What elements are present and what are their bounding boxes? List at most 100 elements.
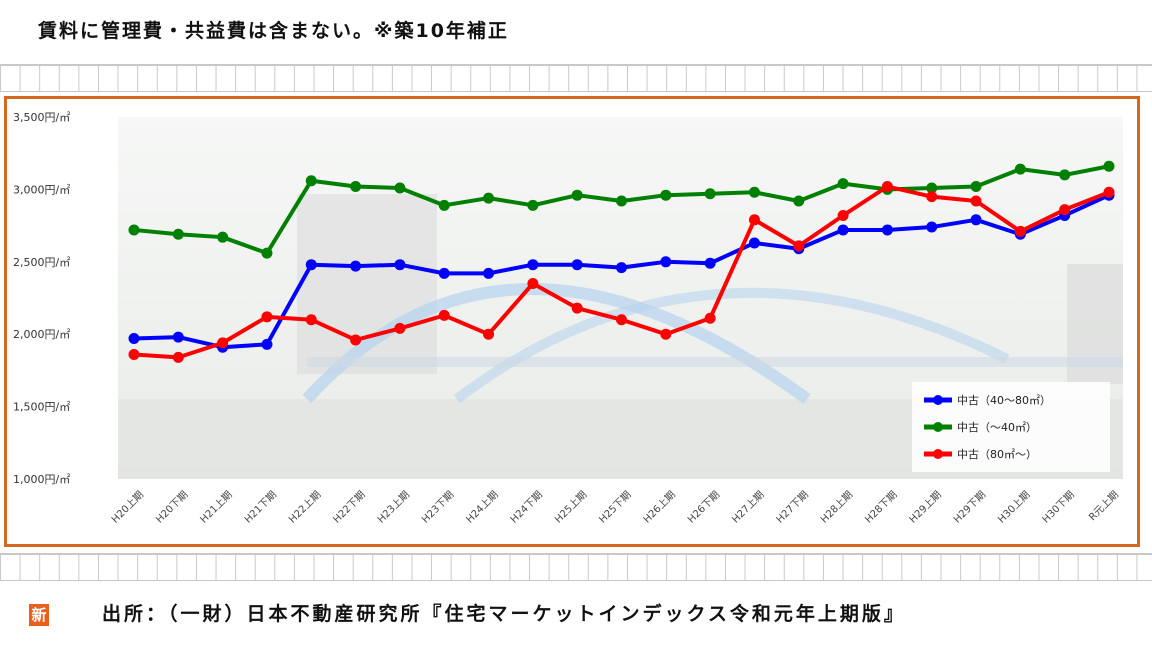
data-point bbox=[837, 224, 849, 236]
data-point bbox=[571, 302, 583, 314]
y-axis: 3,500円/㎡ 3,000円/㎡ 2,500円/㎡ 2,000円/㎡ 1,500円/㎡… bbox=[13, 111, 70, 486]
x-tick-label: H28上期 bbox=[818, 489, 855, 526]
chart-frame: 3,500円/㎡ 3,000円/㎡ 2,500円/㎡ 2,000円/㎡ 1,500円/㎡… bbox=[4, 96, 1140, 626]
legend-label: 中古（40～80㎡） bbox=[957, 394, 1051, 407]
data-point bbox=[704, 257, 716, 269]
y-tick-label: 2,500円/㎡ bbox=[13, 256, 70, 269]
x-axis: H20上期 H20下期 H21上期 H21下期 H22上期 H22下期 H23上期 H23下期… bbox=[109, 489, 1121, 526]
data-point bbox=[305, 314, 317, 326]
data-point bbox=[881, 224, 893, 236]
data-point bbox=[305, 175, 317, 187]
data-point bbox=[970, 181, 982, 193]
x-tick-label: H23上期 bbox=[375, 489, 412, 526]
data-point bbox=[128, 348, 140, 360]
legend-marker bbox=[933, 449, 943, 459]
x-tick-label: H27下期 bbox=[774, 489, 811, 526]
x-tick-label: H22下期 bbox=[331, 489, 368, 526]
source-caption: 出所：（一財）日本不動産研究所『住宅マーケットインデックス令和元年上期版』 bbox=[102, 603, 906, 625]
data-point bbox=[1014, 225, 1026, 237]
header-caption: 賃料に管理費・共益費は含まない。※築10年補正 bbox=[38, 20, 509, 42]
data-point bbox=[970, 214, 982, 226]
x-tick-label: H20下期 bbox=[153, 489, 190, 526]
x-tick-label: H24上期 bbox=[464, 489, 501, 526]
legend-label: 中古（～40㎡） bbox=[957, 421, 1037, 434]
data-point bbox=[172, 351, 184, 363]
x-tick-label: H24下期 bbox=[508, 489, 545, 526]
data-point bbox=[438, 267, 450, 279]
data-point bbox=[128, 333, 140, 345]
x-tick-label: H25下期 bbox=[597, 489, 634, 526]
data-point bbox=[438, 199, 450, 211]
x-tick-label: H20上期 bbox=[109, 489, 146, 526]
data-point bbox=[394, 182, 406, 194]
data-point bbox=[261, 338, 273, 350]
data-point bbox=[350, 334, 362, 346]
x-tick-label: H21上期 bbox=[198, 489, 235, 526]
data-point bbox=[483, 328, 495, 340]
data-point bbox=[793, 240, 805, 252]
data-point bbox=[571, 259, 583, 271]
data-point bbox=[926, 182, 938, 194]
data-point bbox=[704, 188, 716, 200]
data-point bbox=[970, 195, 982, 207]
x-tick-label: H30下期 bbox=[1040, 489, 1077, 526]
data-point bbox=[350, 181, 362, 193]
data-point bbox=[837, 209, 849, 221]
data-point bbox=[881, 181, 893, 193]
data-point bbox=[527, 259, 539, 271]
y-tick-label: 1,500円/㎡ bbox=[13, 401, 70, 414]
data-point bbox=[748, 214, 760, 226]
data-point bbox=[305, 259, 317, 271]
data-point bbox=[704, 312, 716, 324]
data-point bbox=[217, 337, 229, 349]
plot-area bbox=[128, 160, 1115, 363]
y-tick-label: 3,000円/㎡ bbox=[13, 183, 70, 196]
data-point bbox=[350, 260, 362, 272]
data-point bbox=[660, 256, 672, 268]
data-point bbox=[261, 247, 273, 259]
data-point bbox=[1014, 163, 1026, 175]
data-point bbox=[793, 195, 805, 207]
data-point bbox=[748, 237, 760, 249]
data-point bbox=[261, 311, 273, 323]
data-point bbox=[1059, 204, 1071, 216]
data-point bbox=[926, 191, 938, 203]
data-point bbox=[483, 192, 495, 204]
data-point bbox=[571, 189, 583, 201]
x-tick-label: H23下期 bbox=[419, 489, 456, 526]
data-point bbox=[837, 178, 849, 190]
line-chart: 3,500円/㎡ 3,000円/㎡ 2,500円/㎡ 2,000円/㎡ 1,500円/㎡… bbox=[13, 111, 1123, 526]
data-point bbox=[1059, 169, 1071, 181]
y-tick-label: 3,500円/㎡ bbox=[13, 111, 70, 124]
background-photo bbox=[118, 117, 1123, 479]
legend-marker bbox=[933, 395, 943, 405]
data-point bbox=[527, 278, 539, 290]
data-point bbox=[1103, 160, 1115, 172]
data-point bbox=[394, 322, 406, 334]
data-point bbox=[660, 189, 672, 201]
data-point bbox=[438, 309, 450, 321]
data-point bbox=[217, 231, 229, 243]
data-point bbox=[172, 331, 184, 343]
data-point bbox=[394, 259, 406, 271]
x-tick-label: H26下期 bbox=[685, 489, 722, 526]
legend-label: 中古（80㎡～） bbox=[957, 448, 1037, 461]
x-tick-label: H26上期 bbox=[641, 489, 678, 526]
legend: 中古（40～80㎡） 中古（～40㎡） 中古（80㎡～） bbox=[912, 382, 1110, 472]
data-point bbox=[616, 195, 627, 207]
data-point bbox=[172, 228, 184, 240]
data-point bbox=[527, 199, 539, 211]
new-badge: 新 bbox=[29, 604, 49, 626]
x-tick-label: R元上期 bbox=[1087, 489, 1122, 524]
x-tick-label: H29上期 bbox=[907, 489, 944, 526]
x-tick-label: H21下期 bbox=[242, 489, 279, 526]
y-tick-label: 2,000円/㎡ bbox=[13, 328, 70, 341]
data-point bbox=[748, 186, 760, 198]
x-tick-label: H30上期 bbox=[996, 489, 1033, 526]
data-point bbox=[616, 262, 627, 274]
data-point bbox=[128, 224, 140, 236]
y-tick-label: 1,000円/㎡ bbox=[13, 473, 70, 486]
legend-marker bbox=[933, 422, 943, 432]
data-point bbox=[926, 221, 938, 233]
grid-band-top bbox=[0, 64, 1152, 92]
